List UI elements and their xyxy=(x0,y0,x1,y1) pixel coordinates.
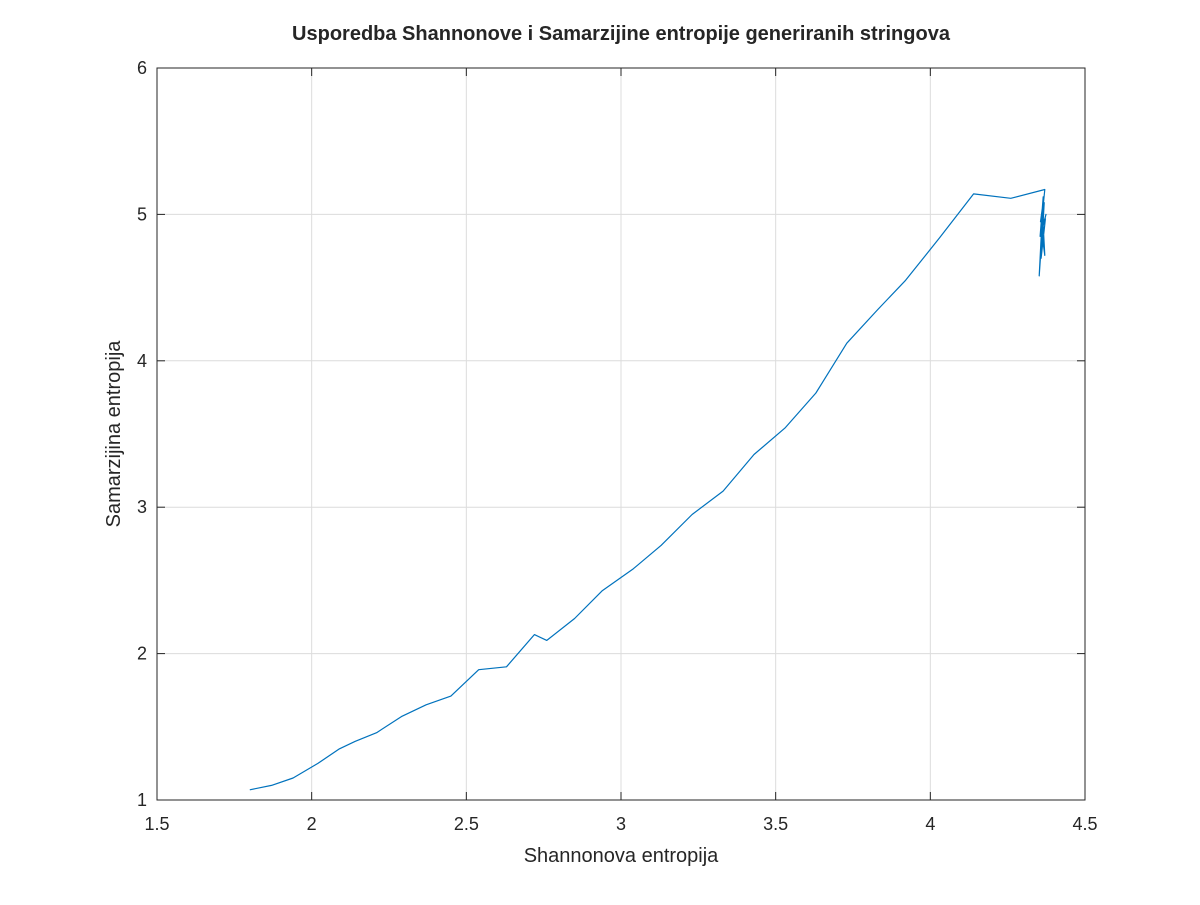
x-tick-label: 3 xyxy=(616,814,626,834)
y-tick-label: 2 xyxy=(137,644,147,664)
x-tick-label: 2.5 xyxy=(454,814,479,834)
y-tick-label: 6 xyxy=(137,58,147,78)
x-tick-label: 4.5 xyxy=(1072,814,1097,834)
y-tick-label: 5 xyxy=(137,204,147,224)
y-tick-label: 1 xyxy=(137,790,147,810)
y-tick-label: 4 xyxy=(137,351,147,371)
series-line xyxy=(249,188,1047,791)
plot-lines xyxy=(249,188,1047,791)
x-tick-label: 1.5 xyxy=(144,814,169,834)
y-axis-label: Samarzijina entropija xyxy=(103,340,125,528)
x-axis-label: Shannonova entropija xyxy=(524,845,719,867)
x-tick-label: 3.5 xyxy=(763,814,788,834)
y-tick-label: 3 xyxy=(137,497,147,517)
axis-ticks: 1.5 2 2.5 3 3.5 4 4.5 1 2 3 4 5 6 xyxy=(137,58,1098,834)
chart-title: Usporedba Shannonove i Samarzijine entro… xyxy=(292,23,951,45)
x-tick-label: 4 xyxy=(925,814,935,834)
x-tick-label: 2 xyxy=(307,814,317,834)
